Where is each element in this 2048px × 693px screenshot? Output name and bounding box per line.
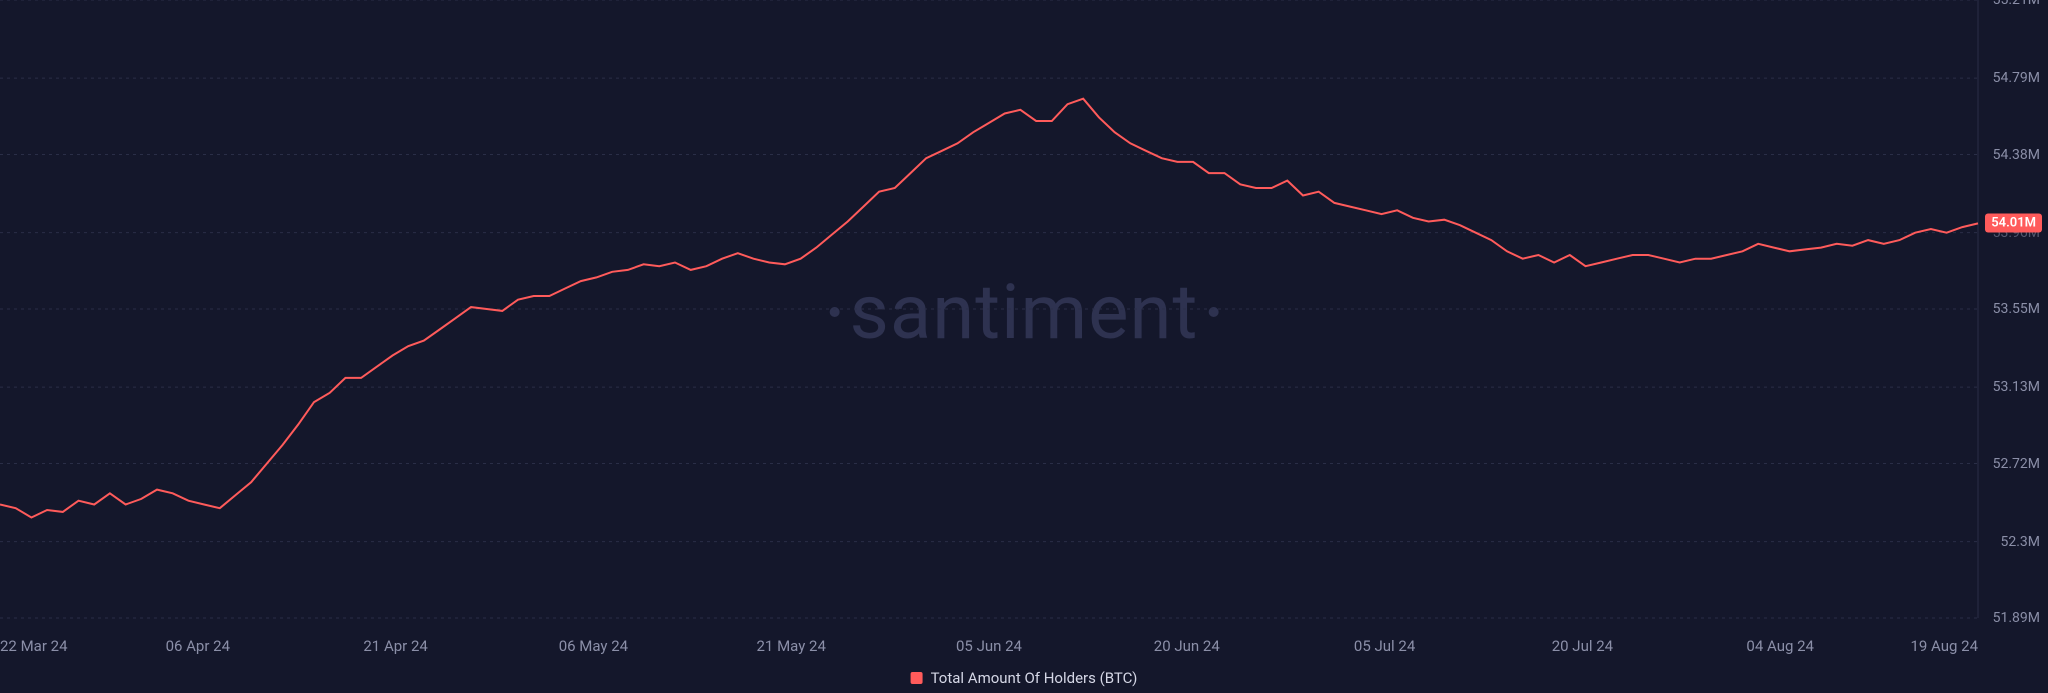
line-chart-svg[interactable] bbox=[0, 0, 2048, 693]
y-tick-label: 52.72M bbox=[1993, 456, 2040, 472]
current-value-badge: 54.01M bbox=[1985, 214, 2042, 233]
legend-label: Total Amount Of Holders (BTC) bbox=[931, 669, 1138, 687]
y-tick-label: 51.89M bbox=[1993, 610, 2040, 626]
y-tick-label: 55.21M bbox=[1993, 0, 2040, 8]
y-tick-label: 52.3M bbox=[2000, 534, 2040, 550]
legend[interactable]: Total Amount Of Holders (BTC) bbox=[911, 669, 1138, 687]
x-tick-label: 06 Apr 24 bbox=[166, 637, 230, 655]
x-tick-label: 05 Jul 24 bbox=[1354, 637, 1415, 655]
x-tick-label: 20 Jul 24 bbox=[1552, 637, 1613, 655]
x-tick-label: 19 Aug 24 bbox=[1910, 637, 1978, 655]
x-tick-label: 04 Aug 24 bbox=[1746, 637, 1814, 655]
x-tick-label: 22 Mar 24 bbox=[0, 637, 68, 655]
x-tick-label: 21 Apr 24 bbox=[363, 637, 427, 655]
chart-container: santiment 55.21M54.79M54.38M53.55M53.13M… bbox=[0, 0, 2048, 693]
x-tick-label: 21 May 24 bbox=[756, 637, 825, 655]
grid-lines bbox=[0, 0, 1978, 618]
y-axis: 55.21M 54.79M 54.38M 53.55M 53.13M 52.72M 52.3… bbox=[1978, 0, 2048, 693]
y-tick-label: 53.13M bbox=[1993, 379, 2040, 395]
y-tick-label: 53.55M bbox=[1993, 301, 2040, 317]
y-tick-label: 54.79M bbox=[1993, 70, 2040, 86]
y-tick-label: 54.38M bbox=[1993, 147, 2040, 163]
x-axis: 22 Mar 24 06 Apr 24 21 Apr 24 06 May 24 21 M… bbox=[0, 633, 2048, 663]
x-tick-label: 06 May 24 bbox=[559, 637, 628, 655]
series-line bbox=[0, 99, 1978, 518]
legend-swatch bbox=[911, 672, 923, 684]
x-tick-label: 05 Jun 24 bbox=[956, 637, 1022, 655]
x-tick-label: 20 Jun 24 bbox=[1154, 637, 1220, 655]
